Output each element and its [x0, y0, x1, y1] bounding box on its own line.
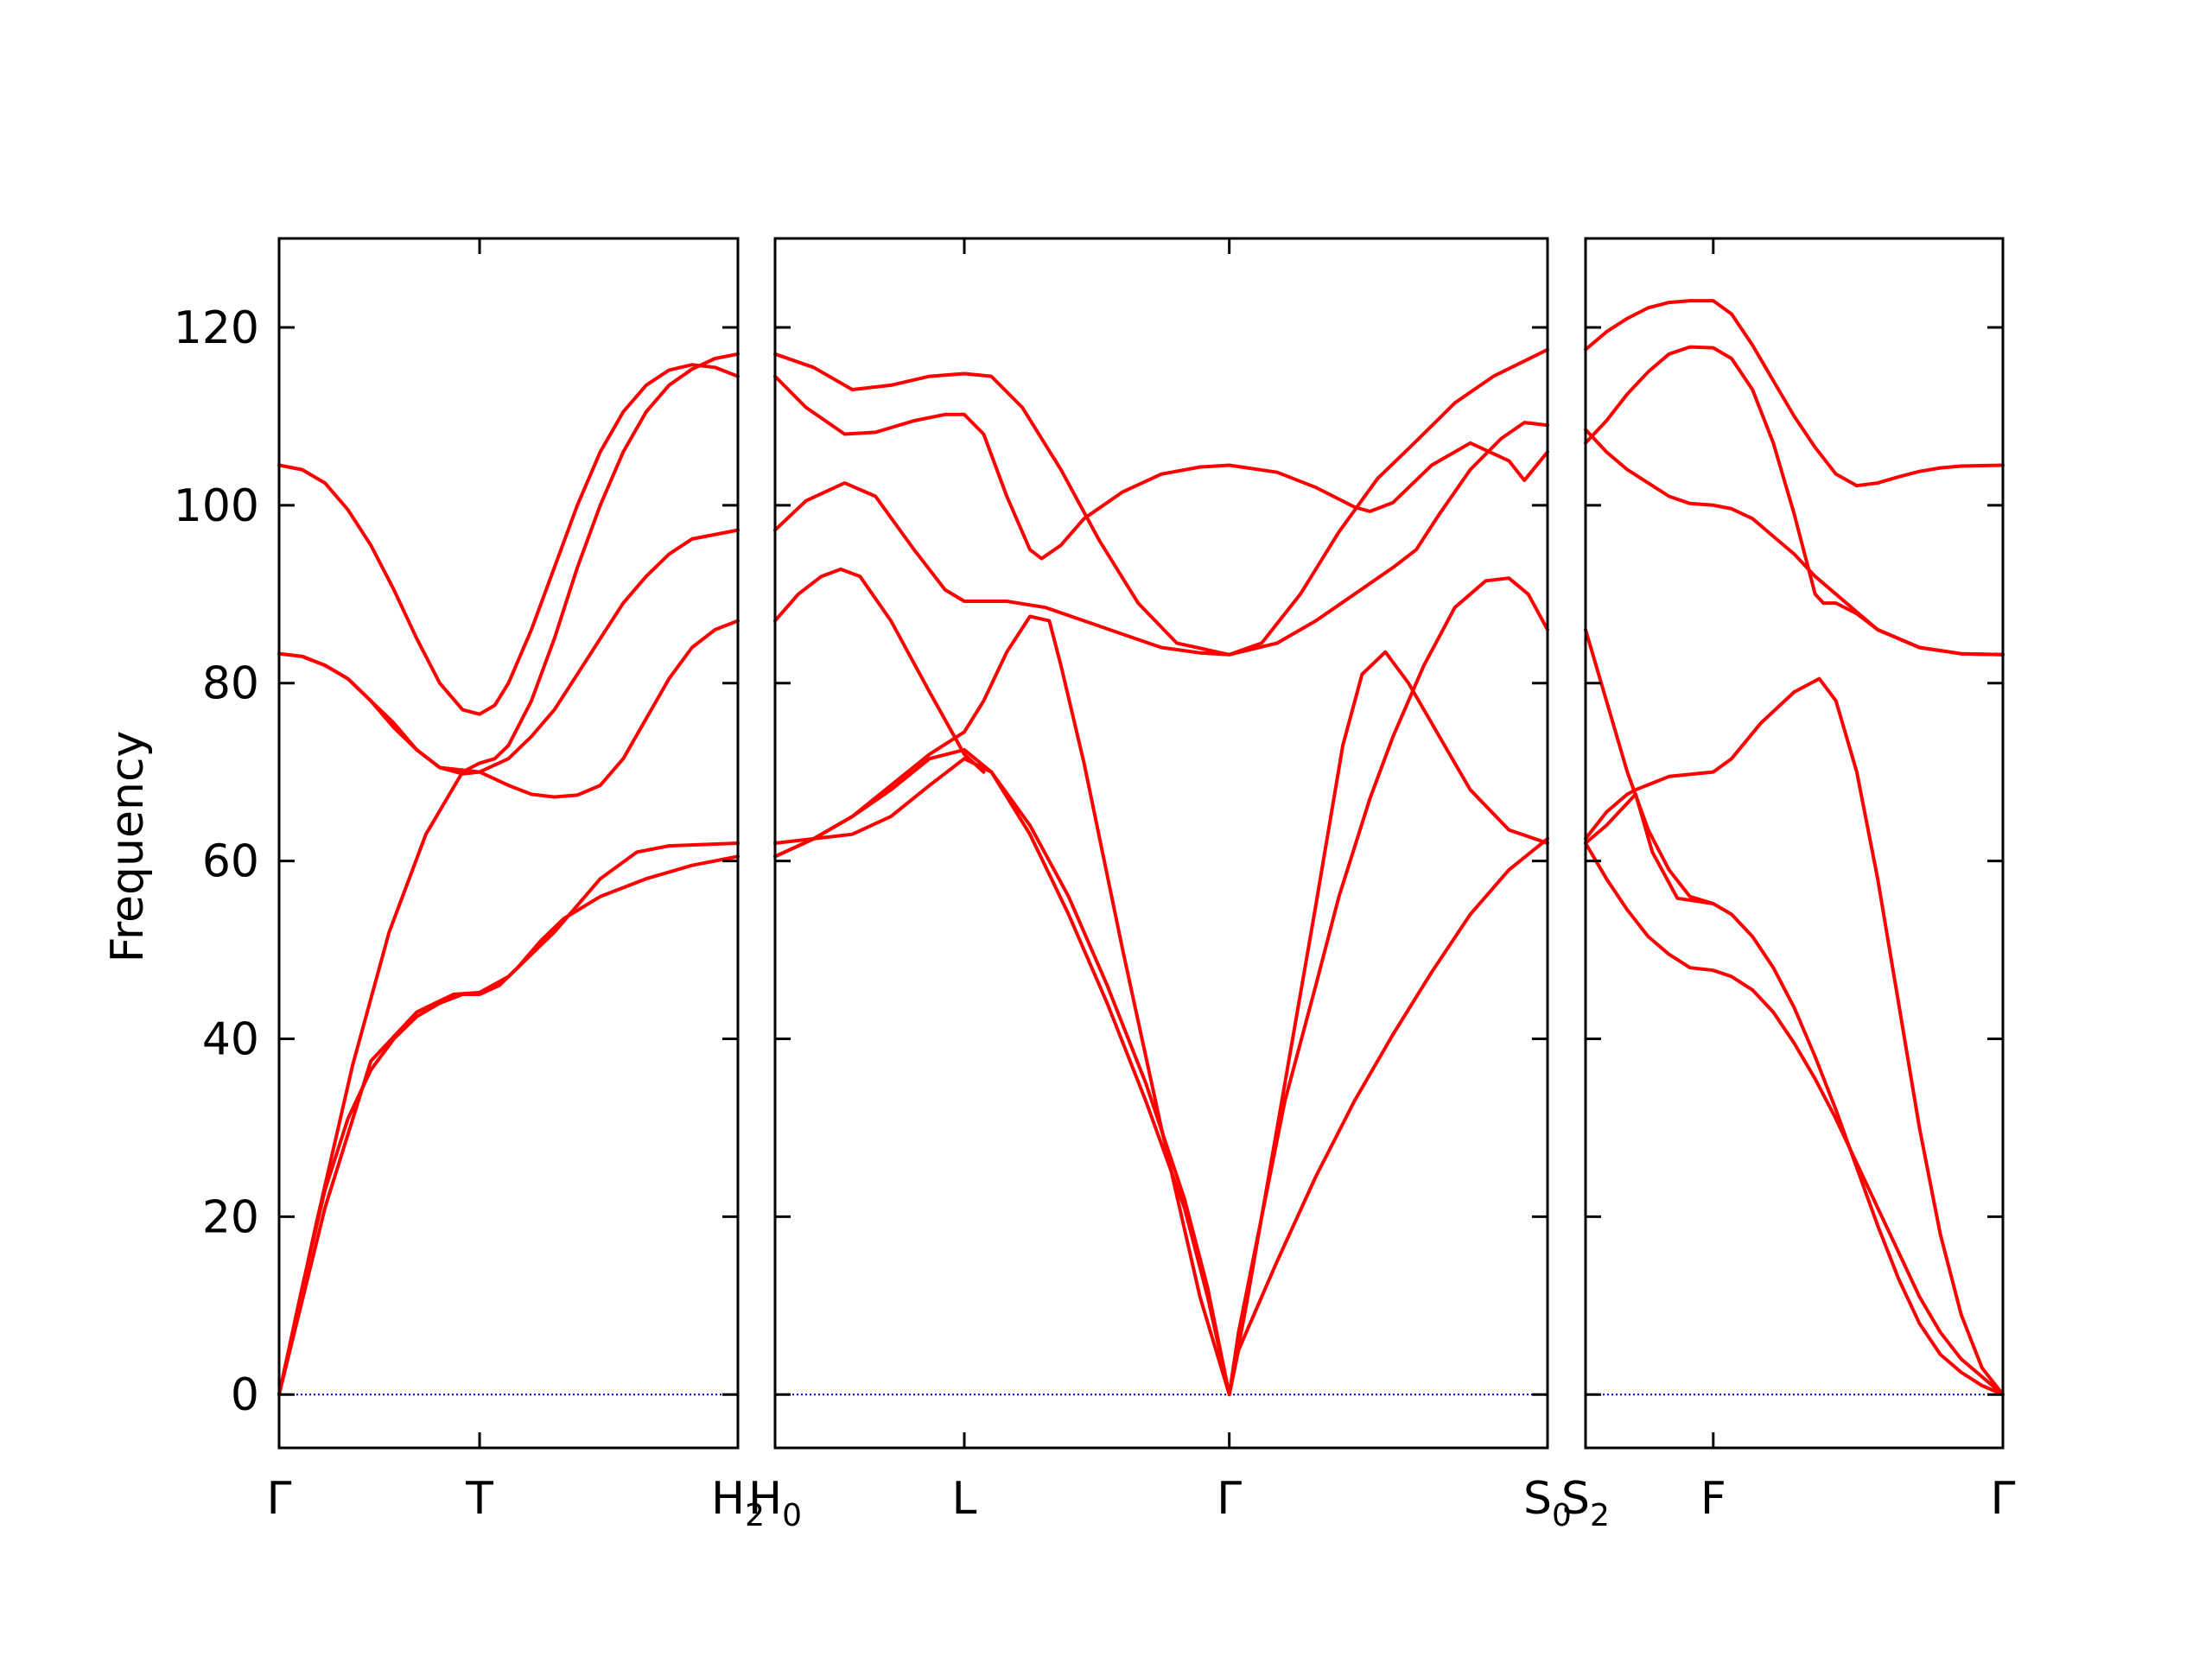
x-tick-label: Γ — [267, 1473, 292, 1525]
x-tick-label: S2 — [1561, 1473, 1610, 1533]
band-p1-2 — [277, 854, 740, 1397]
x-tick-label-subscript: 0 — [782, 1498, 802, 1533]
band-p2-3 — [773, 614, 1549, 1397]
band-p2-6 — [773, 374, 1549, 561]
band-p3-4 — [1584, 792, 1715, 905]
band-p3-7 — [1584, 299, 2005, 488]
y-tick-label: 40 — [202, 1013, 259, 1065]
x-tick-label: L — [952, 1473, 977, 1525]
band-p1-6 — [277, 363, 740, 716]
x-tick-label: Γ — [1217, 1473, 1242, 1525]
band-p1-4 — [277, 528, 740, 776]
y-tick-label: 80 — [202, 658, 259, 710]
x-tick-label: H0 — [748, 1473, 802, 1533]
panel-frame-p1 — [277, 237, 740, 1450]
x-tick-label: Γ — [1991, 1473, 2016, 1525]
ticks-layer — [277, 238, 2005, 1448]
y-tick-label: 60 — [202, 836, 259, 888]
band-p2-5 — [773, 421, 1549, 657]
band-p3-1 — [1584, 841, 2005, 1397]
band-p2-4 — [773, 567, 986, 774]
x-tick-label-subscript: 0 — [1552, 1498, 1572, 1533]
band-p1-3 — [277, 841, 740, 1397]
x-tick-label: F — [1700, 1473, 1726, 1525]
x-tick-label-subscript: 2 — [1590, 1498, 1610, 1533]
y-tick-label: 0 — [231, 1369, 259, 1421]
band-p2-1 — [773, 747, 1549, 1397]
band-p3-3 — [1584, 676, 2005, 1397]
band-p3-5 — [1584, 345, 2005, 657]
band-p3-2 — [1584, 627, 2005, 1397]
y-tick-label: 120 — [174, 302, 259, 354]
band-p1-1 — [277, 352, 740, 1397]
band-p2-2 — [773, 576, 1549, 1397]
band-p1-5 — [277, 619, 740, 799]
panel-frames-layer — [277, 237, 2005, 1450]
x-tick-label: T — [465, 1473, 493, 1525]
y-tick-label: 20 — [202, 1191, 259, 1243]
panel-frame-p2 — [773, 237, 1549, 1450]
y-axis-label: Frequency — [102, 731, 154, 963]
x-tick-label-subscript: 2 — [745, 1498, 765, 1533]
y-tick-label: 100 — [174, 480, 259, 532]
panel-frame-p3 — [1584, 237, 2005, 1450]
x-tick-label: S0 — [1523, 1473, 1572, 1533]
band-p3-6 — [1584, 428, 2005, 657]
band-lines-layer — [277, 299, 2005, 1397]
band-p2-7 — [773, 347, 1549, 657]
